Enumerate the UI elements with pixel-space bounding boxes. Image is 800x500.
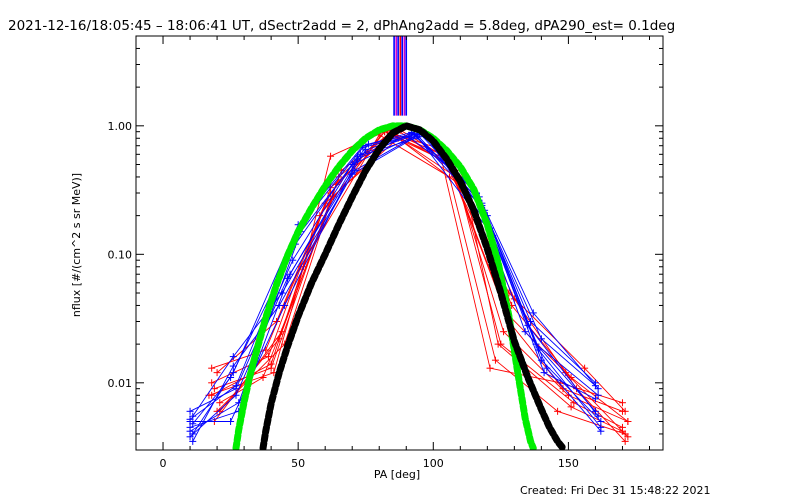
blue-series-line <box>189 133 602 438</box>
blue-series-line <box>192 133 599 417</box>
red-series-line <box>219 133 623 432</box>
blue-data-point <box>348 170 356 178</box>
blue-data-point <box>529 309 537 317</box>
red-data-point <box>208 391 216 399</box>
red-data-point <box>491 356 499 364</box>
blue-data-point <box>524 321 532 329</box>
blue-data-point <box>283 274 291 282</box>
red-data-point <box>494 340 502 348</box>
blue-data-point <box>227 373 235 381</box>
red-data-point <box>208 379 216 387</box>
red-data-point <box>500 328 508 336</box>
blue-data-point <box>594 391 602 399</box>
x-axis-label: PA [deg] <box>374 468 420 481</box>
blue-data-point <box>591 395 599 403</box>
red-data-point <box>618 399 626 407</box>
red-data-point <box>275 335 283 343</box>
red-data-point <box>267 360 275 368</box>
created-timestamp: Created: Fri Dec 31 15:48:22 2021 <box>520 484 711 497</box>
blue-data-point <box>186 427 194 435</box>
chart-title: 2021-12-16/18:05:45 – 18:06:41 UT, dSect… <box>8 18 675 34</box>
y-tick-label: 1.00 <box>108 120 133 133</box>
red-data-point <box>210 385 218 393</box>
blue-series-line <box>192 131 602 435</box>
red-data-point <box>624 433 632 441</box>
blue-series-line <box>192 135 602 442</box>
blue-data-point <box>521 328 529 336</box>
blue-data-point <box>537 335 545 343</box>
blue-data-point <box>232 391 240 399</box>
x-tick-label: 50 <box>291 457 305 470</box>
blue-data-point <box>186 415 194 423</box>
red-data-point <box>581 364 589 372</box>
blue-data-point <box>229 362 237 370</box>
blue-series-line <box>189 131 599 432</box>
x-tick-label: 0 <box>160 457 167 470</box>
red-data-point <box>316 212 324 220</box>
y-tick-label: 0.01 <box>108 377 133 390</box>
blue-series-line <box>189 132 596 420</box>
red-data-point <box>486 364 494 372</box>
red-data-point <box>621 407 629 415</box>
red-series-line <box>214 134 629 422</box>
blue-data-point <box>186 407 194 415</box>
blue-data-point <box>275 301 283 309</box>
red-data-point <box>559 385 567 393</box>
red-data-point <box>259 373 267 381</box>
x-tick-label: 150 <box>558 457 579 470</box>
red-series-line <box>214 132 623 422</box>
red-data-point <box>208 364 216 372</box>
red-data-point <box>624 417 632 425</box>
plot-frame <box>135 35 664 451</box>
blue-data-point <box>540 369 548 377</box>
red-series-line <box>211 131 623 412</box>
red-data-point <box>567 403 575 411</box>
red-data-point <box>618 427 626 435</box>
green-model-curve <box>232 122 537 450</box>
blue-data-point <box>227 417 235 425</box>
blue-data-point <box>591 382 599 390</box>
black-model-curve <box>259 122 567 450</box>
red-series-line <box>211 134 626 435</box>
x-tick-label: 100 <box>423 457 444 470</box>
red-data-point <box>554 407 562 415</box>
blue-data-point <box>597 417 605 425</box>
blue-data-point <box>189 437 197 445</box>
blue-data-point <box>591 407 599 415</box>
blue-data-point <box>229 353 237 361</box>
y-tick-label: 0.10 <box>108 248 133 261</box>
blue-data-point <box>597 427 605 435</box>
blue-data-point <box>232 382 240 390</box>
blue-series-line <box>192 135 596 425</box>
blue-data-point <box>189 420 197 428</box>
red-data-point <box>216 399 224 407</box>
red-data-point <box>213 369 221 377</box>
red-data-point <box>327 152 335 160</box>
blue-data-point <box>594 412 602 420</box>
y-axis-label: nflux [#/(cm^2 s sr MeV)] <box>70 173 83 317</box>
red-data-point <box>621 437 629 445</box>
blue-data-point <box>543 364 551 372</box>
